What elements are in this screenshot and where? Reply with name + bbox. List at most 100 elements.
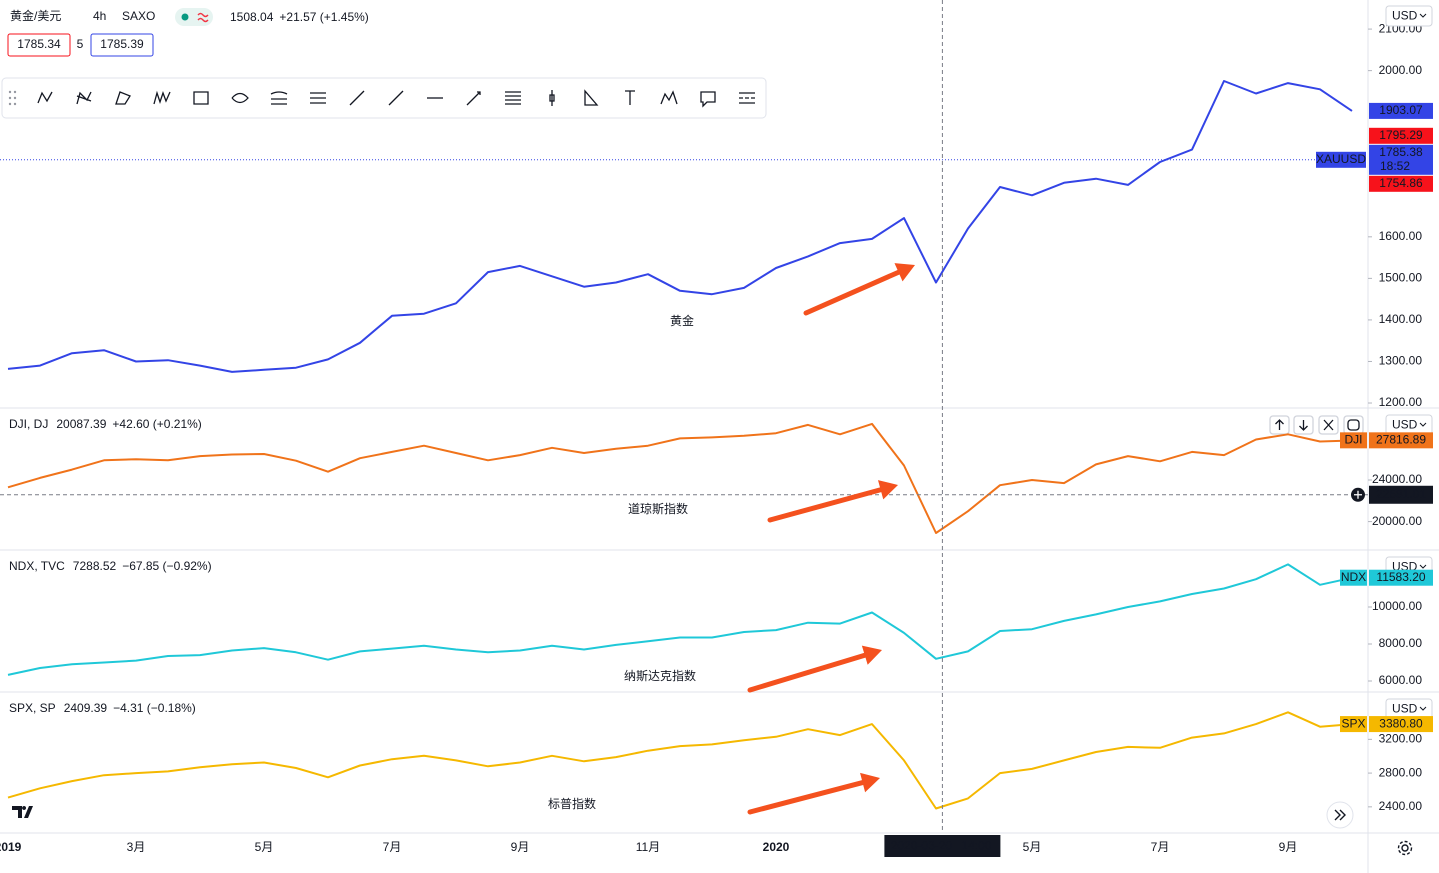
x-tick-label: 3月 xyxy=(127,840,146,854)
y-tick-label: 2800.00 xyxy=(1379,765,1423,779)
change: +42.60 (+0.21%) xyxy=(112,417,201,431)
symbol-tag-label: NDX xyxy=(1341,570,1366,584)
price-label-box xyxy=(1369,175,1433,192)
crosshair-price: 22581.01 xyxy=(1376,487,1426,501)
tool-icon xyxy=(193,91,209,105)
x-tick-label: 2019 xyxy=(0,840,22,854)
quote: 20087.39 xyxy=(56,417,106,431)
ask-price: 1785.39 xyxy=(100,37,144,51)
quote: 1508.04 xyxy=(230,10,274,24)
currency-button[interactable] xyxy=(1385,5,1433,27)
ask-box[interactable] xyxy=(90,33,154,57)
tool-button[interactable] xyxy=(153,90,171,105)
x-tick-label: 9月 xyxy=(511,840,530,854)
tool-button[interactable] xyxy=(270,91,288,105)
tool-button[interactable] xyxy=(231,92,249,104)
tool-icon xyxy=(388,90,404,106)
change: −67.85 (−0.92%) xyxy=(122,559,211,573)
quote: 7288.52 xyxy=(73,559,117,573)
price-label-box xyxy=(1369,144,1433,175)
toolbar-panel xyxy=(1,77,767,119)
tool-button[interactable] xyxy=(349,90,365,106)
price-label-box xyxy=(1369,569,1433,586)
symbol-tag-label: DJI xyxy=(1345,433,1363,447)
tool-button[interactable] xyxy=(37,91,53,104)
price-label-box xyxy=(1369,102,1433,119)
market-open-dot xyxy=(181,13,189,21)
y-tick-label: 2400.00 xyxy=(1379,799,1423,813)
tool-button[interactable] xyxy=(549,90,555,106)
interval: 4h xyxy=(93,9,106,23)
price-label: 3380.80 xyxy=(1379,716,1423,730)
icon-down xyxy=(1299,420,1308,431)
price-line xyxy=(7,422,1353,534)
annotation: 标普指数 xyxy=(548,796,596,811)
exchange: SAXO xyxy=(122,9,155,23)
quote: 2409.39 xyxy=(64,701,108,715)
y-tick-label: 1400.00 xyxy=(1379,312,1423,326)
move-down-button[interactable] xyxy=(1293,415,1314,435)
settings-button[interactable] xyxy=(1397,840,1413,856)
price-line xyxy=(7,563,1353,676)
tool-button[interactable] xyxy=(505,91,521,105)
price-line xyxy=(7,711,1353,810)
symbol-tag xyxy=(1340,569,1367,586)
currency-chevron xyxy=(1419,13,1427,18)
y-tick-label: 3200.00 xyxy=(1379,732,1423,746)
symbol-tag-label: XAUUSD xyxy=(1316,152,1366,166)
annotation-arrow-head xyxy=(894,263,915,282)
currency-chevron xyxy=(1419,422,1427,427)
symbol-title: NDX, TVC xyxy=(9,559,65,573)
annotation-arrow-shaft xyxy=(803,269,902,316)
currency-chevron xyxy=(1419,706,1427,711)
symbol-title: SPX, SP xyxy=(9,701,56,715)
tv-logo xyxy=(12,806,33,818)
y-tick-label: 6000.00 xyxy=(1379,673,1423,687)
tool-icon xyxy=(76,91,92,105)
tool-button[interactable] xyxy=(739,92,755,104)
tool-button[interactable] xyxy=(115,91,131,105)
tool-button[interactable] xyxy=(466,91,481,106)
price-label-box xyxy=(1369,127,1433,144)
delay-icon xyxy=(197,12,209,23)
y-tick-label: 20000.00 xyxy=(1372,514,1422,528)
tool-button[interactable] xyxy=(388,90,404,106)
bid-box[interactable] xyxy=(7,33,71,57)
change: +21.57 (+1.45%) xyxy=(279,10,368,24)
drawing-toolbar xyxy=(1,77,767,119)
icon-maximize xyxy=(1347,419,1360,431)
currency-chevron xyxy=(1419,564,1427,569)
tool-icon xyxy=(739,92,755,104)
symbol-tag xyxy=(1316,151,1366,168)
countdown: 18:52 xyxy=(1380,159,1410,173)
tool-button[interactable] xyxy=(584,89,599,106)
currency-label: USD xyxy=(1392,9,1418,23)
symbol-tag-label: SPX xyxy=(1341,716,1365,730)
price-label: 1754.86 xyxy=(1379,176,1423,190)
y-tick-label: 1200.00 xyxy=(1379,395,1423,409)
annotation: 黄金 xyxy=(670,313,694,328)
y-tick-label: 1500.00 xyxy=(1379,271,1423,285)
symbol-title: 黄金/美元 xyxy=(10,8,61,23)
annotation-arrow-head xyxy=(860,772,880,793)
y-tick-label: 24000.00 xyxy=(1372,472,1422,486)
tool-button[interactable] xyxy=(310,92,326,104)
tool-icon xyxy=(466,91,481,106)
crosshair-time: 14:00 xyxy=(961,839,991,853)
tool-button[interactable] xyxy=(700,91,716,108)
tool-icon xyxy=(153,90,171,105)
close-button[interactable] xyxy=(1318,415,1339,435)
toolbar-grip xyxy=(8,90,17,106)
tool-button[interactable] xyxy=(660,90,678,105)
tool-button[interactable] xyxy=(76,91,92,105)
x-tick-label: 9月 xyxy=(1279,840,1298,854)
annotation-arrow-shaft xyxy=(767,487,884,523)
move-up-button[interactable] xyxy=(1269,415,1290,435)
y-tick-label: 1600.00 xyxy=(1379,229,1423,243)
tool-button[interactable] xyxy=(625,90,635,105)
currency-label: USD xyxy=(1392,702,1418,716)
crosshair-time-box xyxy=(884,835,1001,857)
tool-button[interactable] xyxy=(193,91,209,105)
y-tick-label: 8000.00 xyxy=(1379,636,1423,650)
currency-label: USD xyxy=(1392,418,1418,432)
